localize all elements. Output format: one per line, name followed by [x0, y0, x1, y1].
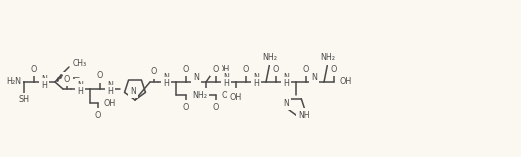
Text: NH₂: NH₂: [263, 54, 278, 62]
Text: O: O: [31, 65, 37, 73]
Text: H: H: [253, 79, 259, 89]
Text: O: O: [213, 103, 219, 111]
Text: OH: OH: [222, 90, 234, 100]
Text: H: H: [223, 79, 229, 89]
Text: N: N: [163, 73, 169, 82]
Text: H: H: [41, 81, 47, 89]
Text: O: O: [331, 65, 337, 73]
Text: N: N: [223, 73, 229, 82]
Text: N: N: [130, 87, 136, 95]
Text: OH: OH: [217, 65, 229, 73]
Text: N: N: [283, 98, 289, 108]
Text: N: N: [253, 73, 259, 82]
Text: OH: OH: [104, 98, 116, 108]
Text: OH: OH: [340, 78, 352, 87]
Text: SH: SH: [19, 95, 30, 105]
Text: O: O: [95, 111, 101, 119]
Text: H: H: [163, 79, 169, 89]
Text: O: O: [213, 65, 219, 73]
Text: H: H: [283, 79, 289, 89]
Text: N: N: [193, 73, 199, 82]
Text: H: H: [107, 87, 113, 97]
Text: N: N: [107, 81, 113, 89]
Text: CH₃: CH₃: [73, 60, 87, 68]
Text: O: O: [273, 65, 279, 73]
Text: NH: NH: [298, 111, 309, 119]
Text: N: N: [41, 75, 47, 84]
Text: O: O: [97, 71, 103, 81]
Text: O: O: [151, 68, 157, 76]
Text: NH₂: NH₂: [192, 90, 207, 100]
Text: H₂N: H₂N: [6, 78, 21, 87]
Text: O: O: [64, 75, 70, 84]
Text: OH: OH: [230, 94, 242, 103]
Text: H: H: [77, 87, 83, 95]
Text: N: N: [311, 73, 317, 82]
Text: NH₂: NH₂: [320, 54, 336, 62]
Text: N: N: [283, 73, 289, 82]
Text: O: O: [183, 65, 189, 73]
Text: N: N: [77, 81, 83, 89]
Text: O: O: [303, 65, 309, 73]
Text: O: O: [183, 103, 189, 111]
Text: O: O: [243, 65, 249, 73]
